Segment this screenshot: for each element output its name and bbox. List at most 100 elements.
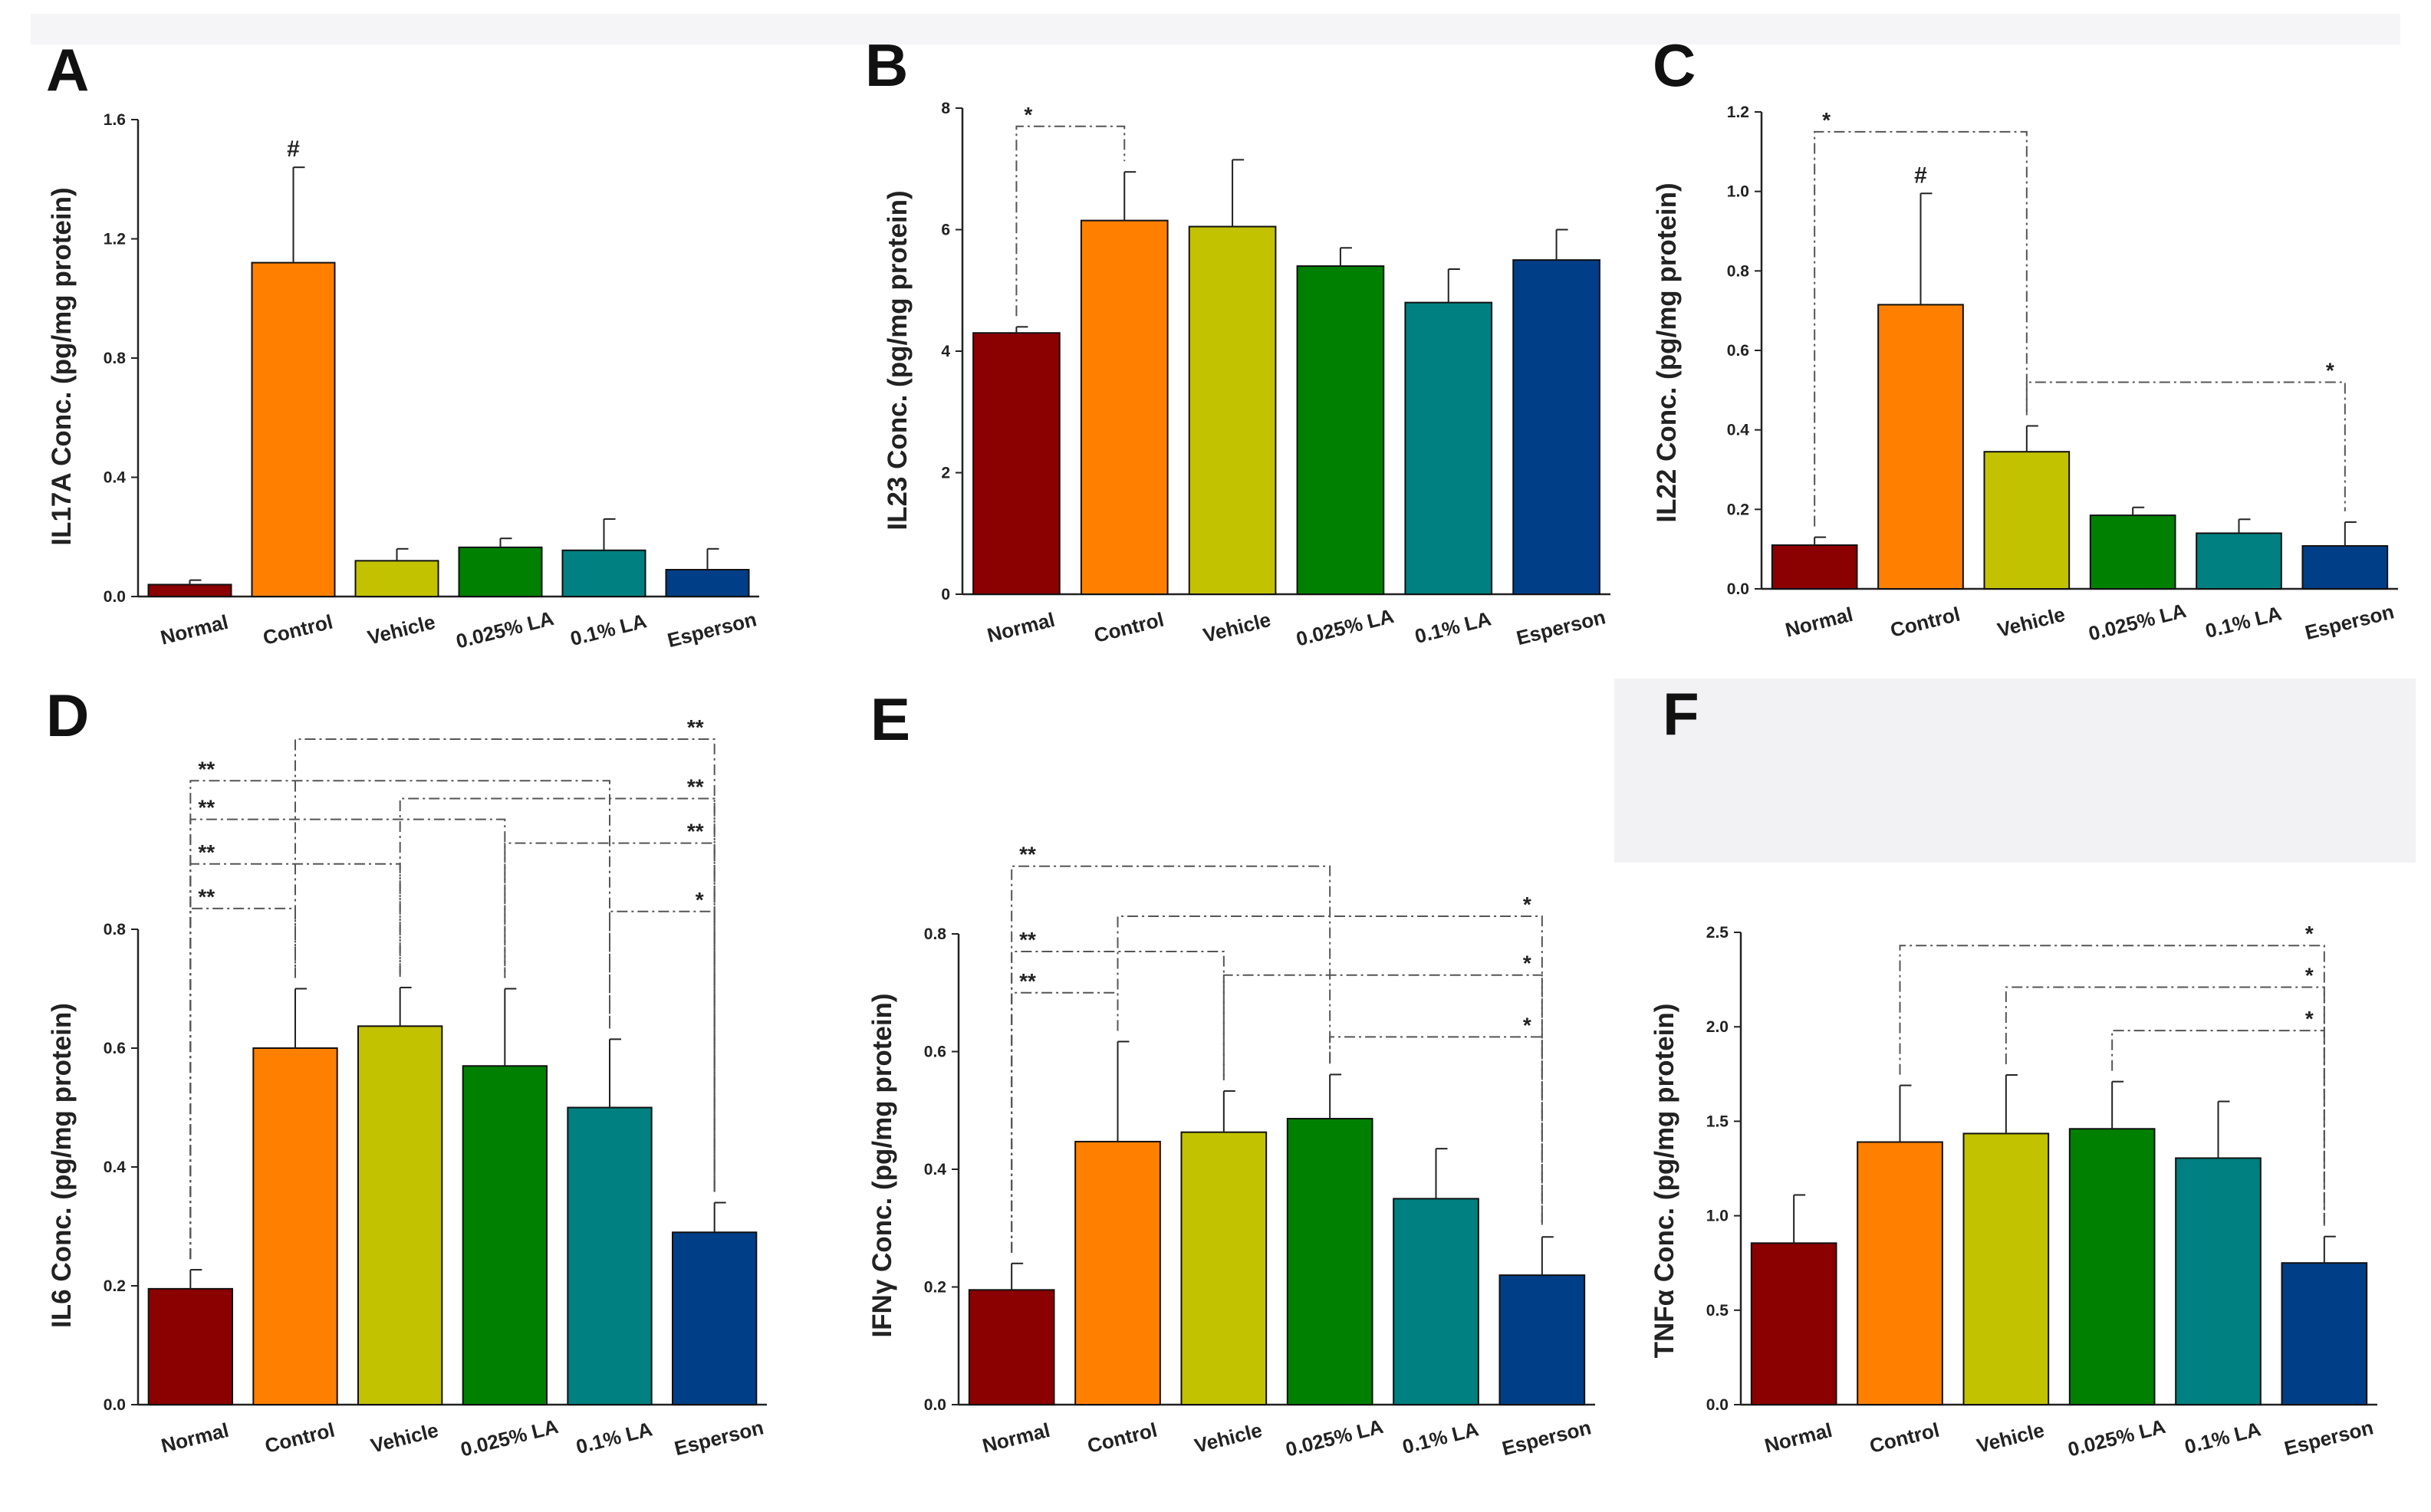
significance-label: *: [2305, 922, 2314, 945]
y-tick-label: 2.5: [1706, 924, 1729, 942]
bar-normal: [1771, 544, 1858, 590]
significance-hash: #: [287, 136, 300, 162]
y-axis-label: IL17A Conc. (pg/mg protein): [47, 187, 77, 545]
y-tick-label: 8: [941, 100, 950, 117]
bar-vehicle: [1983, 451, 2071, 590]
significance-hash: #: [1914, 163, 1927, 188]
bar-0-025-la: [462, 1065, 548, 1405]
bar-0-025-la: [458, 546, 543, 598]
y-tick-label: 0.2: [924, 1279, 946, 1297]
significance-label: **: [1019, 928, 1036, 952]
bar-normal: [972, 332, 1061, 595]
bar-vehicle: [357, 1025, 443, 1405]
significance-bracket: [1011, 991, 1119, 1253]
bar-esperson: [1498, 1274, 1586, 1406]
significance-label: *: [1822, 108, 1831, 132]
bar-control: [1080, 219, 1169, 595]
bar-control: [1074, 1140, 1161, 1405]
y-tick-label: 1.0: [1706, 1208, 1729, 1225]
bar-normal: [147, 583, 232, 598]
bar-0-1-la: [1393, 1198, 1479, 1405]
y-tick-label: 0.8: [924, 925, 947, 943]
bar-vehicle: [1962, 1132, 2050, 1406]
bar-normal: [1750, 1242, 1837, 1405]
significance-label: *: [1523, 892, 1531, 916]
y-tick-label: 0.0: [1706, 1396, 1729, 1414]
bar-esperson: [672, 1231, 758, 1405]
significance-bracket: [1814, 130, 2028, 527]
y-tick-label: 0.8: [104, 921, 127, 938]
significance-label: *: [1523, 952, 1531, 975]
y-tick-label: 2.0: [1706, 1018, 1729, 1036]
significance-bracket: [189, 780, 610, 1260]
y-tick-label: 0.0: [924, 1396, 946, 1414]
y-axis-label: IFNγ Conc. (pg/mg protein): [867, 993, 897, 1337]
significance-bracket: [2025, 381, 2346, 511]
panel-d: D IL6 Conc. (pg/mg protein) 0.0 0.2 0.4 0.6 0.…: [46, 682, 767, 1461]
y-tick-label: 0: [941, 586, 950, 603]
bar-esperson: [2281, 1262, 2368, 1405]
bar-0-1-la: [1404, 301, 1493, 595]
y-tick-label: 0.6: [924, 1044, 946, 1061]
bar-0-1-la: [2196, 532, 2282, 590]
y-tick-label: 0.2: [104, 1277, 126, 1295]
bar-normal: [147, 1287, 234, 1405]
bar-vehicle: [1180, 1131, 1268, 1405]
panel-e: E IFNγ Conc. (pg/mg protein) 0.0 0.2 0.4 0.6 0…: [867, 685, 1595, 1461]
significance-label: **: [687, 775, 704, 799]
y-axis-label: IL6 Conc. (pg/mg protein): [47, 1003, 77, 1328]
significance-label: **: [687, 820, 704, 843]
significance-label: **: [198, 885, 215, 909]
bar-vehicle: [354, 560, 439, 597]
y-axis-label: TNFα Conc. (pg/mg protein): [1650, 1004, 1679, 1359]
panel-letter: E: [870, 685, 910, 753]
significance-bracket: [609, 910, 715, 1192]
significance-bracket: [1015, 125, 1126, 317]
bar-0-1-la: [561, 549, 646, 598]
panel-letter: B: [865, 31, 908, 99]
y-tick-label: 0.4: [924, 1161, 947, 1178]
y-tick-label: 1.2: [1727, 104, 1749, 121]
significance-bracket: [2005, 986, 2325, 1226]
top-shade-strip: [31, 14, 2400, 44]
bar-control: [1877, 304, 1964, 590]
significance-bracket: [504, 842, 715, 1192]
y-tick-label: 1.5: [1706, 1113, 1729, 1130]
significance-bracket: [1222, 974, 1543, 1227]
y-tick-label: 0.8: [104, 350, 127, 367]
bar-esperson: [1512, 259, 1600, 595]
panel-f-shade: [1614, 679, 2416, 863]
significance-bracket: [189, 863, 401, 1260]
significance-label: **: [687, 715, 704, 739]
y-tick-label: 0.2: [1727, 501, 1749, 518]
significance-bracket: [1899, 945, 2325, 1226]
significance-bracket: [189, 818, 506, 1260]
significance-label: *: [1024, 103, 1032, 127]
y-tick-label: 6: [941, 222, 950, 239]
bar-0-1-la: [567, 1106, 653, 1405]
y-tick-label: 0.8: [1727, 262, 1750, 280]
bar-esperson: [665, 569, 750, 598]
y-tick-label: 2: [941, 465, 950, 482]
bar-vehicle: [1188, 225, 1277, 595]
bar-0-025-la: [2089, 514, 2176, 590]
bar-esperson: [2301, 545, 2389, 590]
y-tick-label: 1.6: [104, 111, 126, 129]
y-tick-label: 0.6: [104, 1040, 126, 1057]
significance-label: **: [198, 757, 215, 781]
significance-label: *: [2305, 963, 2314, 987]
significance-label: *: [2326, 358, 2334, 382]
significance-label: **: [1019, 969, 1036, 993]
significance-label: **: [198, 840, 215, 864]
bar-0-025-la: [1296, 265, 1385, 595]
significance-label: **: [198, 796, 215, 820]
significance-bracket: [2111, 1030, 2325, 1226]
significance-label: *: [1523, 1013, 1531, 1037]
panel-letter: D: [46, 682, 89, 749]
panel-letter: C: [1653, 31, 1696, 99]
y-tick-label: 0.0: [104, 588, 126, 606]
significance-bracket: [189, 907, 296, 1260]
panel-letter: F: [1663, 680, 1699, 748]
bar-control: [1857, 1141, 1943, 1406]
